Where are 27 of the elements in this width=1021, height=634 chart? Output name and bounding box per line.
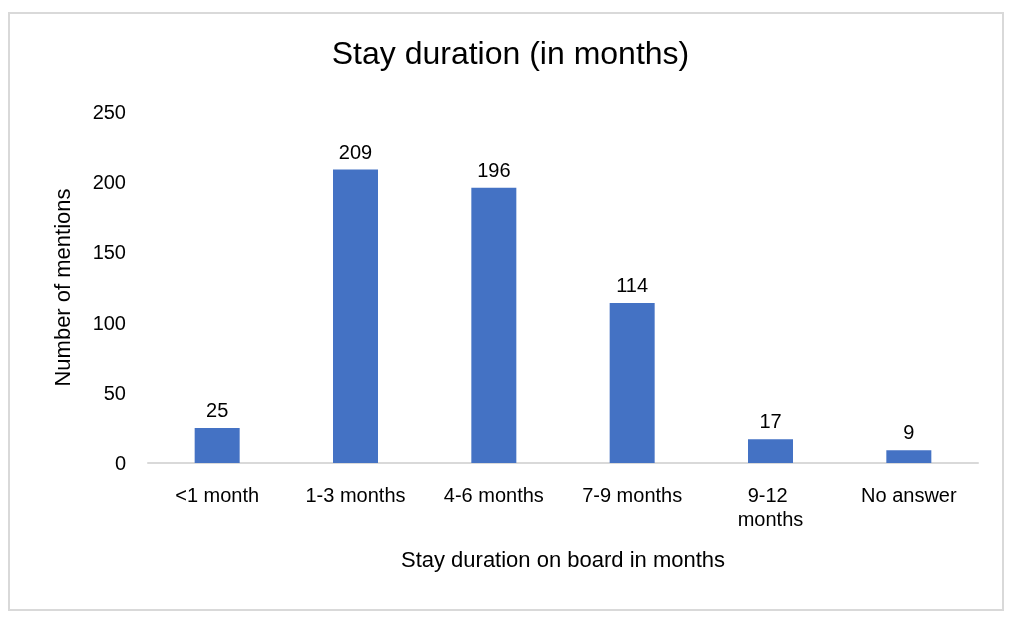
y-tick-label: 50 [103, 381, 126, 404]
x-tick-label: 9-12 months [737, 484, 804, 530]
data-label: 17 [759, 410, 782, 433]
data-label: 196 [477, 158, 511, 181]
bar [886, 450, 932, 463]
chart-title: Stay duration (in months) [331, 35, 690, 71]
x-axis-title: Stay duration on board in months [400, 546, 726, 572]
x-tick-label: 4-6 months [443, 484, 544, 506]
y-axis-title: Number of mentions [49, 188, 75, 387]
bar [471, 187, 517, 463]
bar [748, 439, 793, 463]
bar [194, 427, 240, 463]
data-label: 209 [338, 140, 373, 163]
bar [333, 169, 378, 463]
y-tick-label: 200 [92, 171, 126, 194]
x-tick-label: 7-9 months [582, 484, 683, 506]
y-tick-label: 100 [92, 311, 126, 334]
x-tick-label: 1-3 months [305, 484, 406, 506]
data-label: 114 [616, 273, 649, 296]
data-label: 25 [206, 398, 229, 421]
x-tick-label: No answer [861, 484, 957, 506]
data-label: 9 [903, 421, 915, 444]
x-tick-label: <1 month [175, 484, 260, 506]
y-tick-label: 250 [92, 101, 126, 123]
y-tick-label: 150 [92, 241, 126, 264]
y-tick-label: 0 [114, 452, 126, 474]
bar [609, 302, 655, 463]
